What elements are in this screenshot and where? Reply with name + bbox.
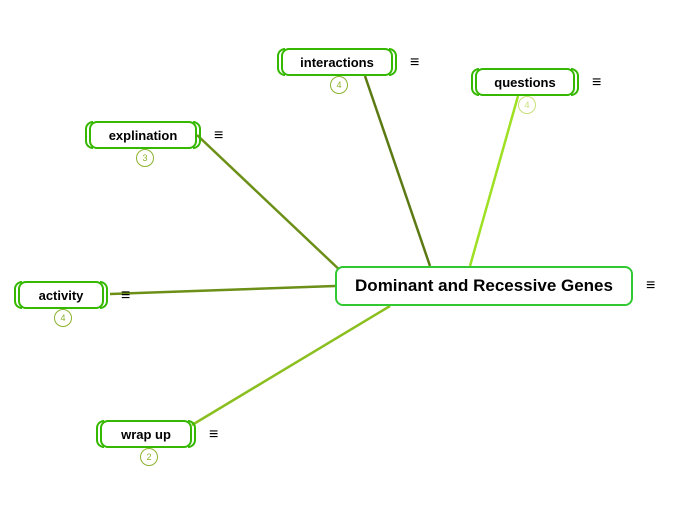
brace-left [96,420,106,448]
note-icon[interactable]: ≡ [646,278,655,294]
node-label: questions [494,75,555,90]
edge-explination [197,135,345,275]
node-label: explination [109,128,178,143]
node-label: interactions [300,55,374,70]
root-node[interactable]: Dominant and Recessive Genes [335,266,633,306]
brace-right [191,121,201,149]
node-questions[interactable]: questions [475,68,575,96]
child-count-badge[interactable]: 4 [54,309,72,327]
note-icon[interactable]: ≡ [214,128,223,144]
brace-right [98,281,108,309]
child-count-badge[interactable]: 2 [140,448,158,466]
brace-left [471,68,481,96]
brace-right [569,68,579,96]
mindmap-canvas: Dominant and Recessive Genes ≡ explinati… [0,0,696,520]
edge-interactions [365,76,430,266]
node-label: activity [39,288,84,303]
child-count-badge[interactable]: 3 [136,149,154,167]
node-explination[interactable]: explination [89,121,197,149]
brace-left [14,281,24,309]
node-wrapup[interactable]: wrap up [100,420,192,448]
node-activity[interactable]: activity [18,281,104,309]
brace-left [277,48,287,76]
brace-left [85,121,95,149]
edge-questions [470,96,518,266]
note-icon[interactable]: ≡ [592,75,601,91]
child-count-badge[interactable]: 4 [518,96,536,114]
root-label: Dominant and Recessive Genes [355,276,613,296]
edge-wrapup [192,306,390,425]
note-icon[interactable]: ≡ [121,288,130,304]
brace-right [387,48,397,76]
note-icon[interactable]: ≡ [209,427,218,443]
brace-right [186,420,196,448]
edge-activity [110,286,335,294]
node-interactions[interactable]: interactions [281,48,393,76]
child-count-badge[interactable]: 4 [330,76,348,94]
note-icon[interactable]: ≡ [410,55,419,71]
node-label: wrap up [121,427,171,442]
